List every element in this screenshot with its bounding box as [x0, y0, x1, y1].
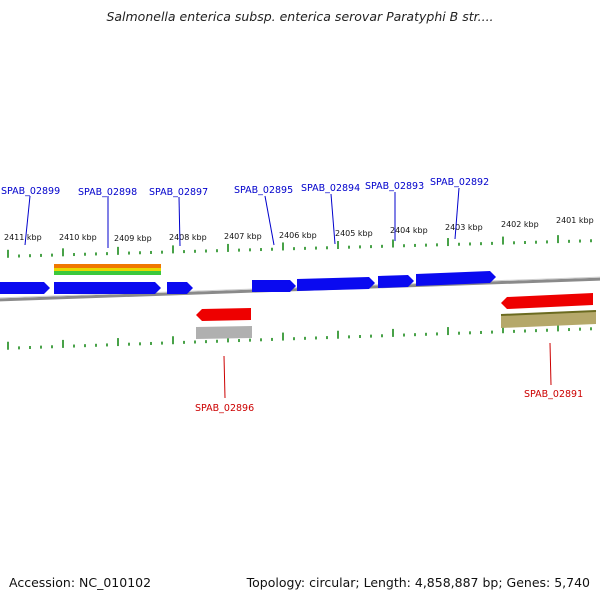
gene-leader-line	[223, 355, 226, 399]
kbp-tick-label: 2403 kbp	[445, 223, 483, 232]
gene-label[interactable]: SPAB_02892	[430, 177, 489, 188]
kbp-tick-label: 2406 kbp	[279, 231, 317, 240]
forward-gene-arrow[interactable]	[54, 282, 161, 294]
kbp-tick-label: 2405 kbp	[335, 229, 373, 238]
kbp-tick-label: 2409 kbp	[114, 234, 152, 243]
gene-label[interactable]: SPAB_02897	[149, 187, 208, 198]
forward-gene-arrow[interactable]	[297, 277, 375, 291]
feature-band-khaki	[501, 311, 596, 328]
gene-label[interactable]: SPAB_02891	[524, 389, 583, 400]
genome-summary: Topology: circular; Length: 4,858,887 bp…	[246, 575, 590, 590]
forward-gene-track	[0, 271, 496, 294]
gene-label[interactable]: SPAB_02895	[234, 185, 293, 196]
forward-gene-labels: SPAB_02899 SPAB_02898 SPAB_02897 SPAB_02…	[1, 177, 489, 248]
gene-label[interactable]: SPAB_02899	[1, 186, 60, 197]
kbp-tick-label: 2401 kbp	[556, 216, 594, 225]
kbp-tick-label: 2404 kbp	[390, 226, 428, 235]
kbp-tick-label: 2411 kbp	[4, 233, 42, 242]
kbp-tick-label: 2408 kbp	[169, 233, 207, 242]
gene-leader-line	[178, 196, 181, 247]
reverse-gene-arrow[interactable]	[501, 293, 593, 309]
kbp-tick-label: 2402 kbp	[501, 220, 539, 229]
gene-label[interactable]: SPAB_02894	[301, 183, 360, 194]
gene-leader-line	[454, 187, 460, 240]
gene-leader-line	[264, 195, 275, 246]
forward-gene-arrow[interactable]	[416, 271, 496, 286]
gene-label[interactable]: SPAB_02898	[78, 187, 137, 198]
gene-leader-line	[24, 195, 31, 246]
feature-band-khaki-edge	[500, 310, 597, 316]
genome-title: Salmonella enterica subsp. enterica sero…	[106, 9, 494, 24]
gene-leader-line	[549, 342, 552, 386]
kbp-tick-label: 2407 kbp	[224, 232, 262, 241]
forward-gene-arrow[interactable]	[0, 282, 50, 294]
feature-band-gray	[196, 326, 252, 339]
forward-gene-arrow[interactable]	[252, 280, 296, 292]
reverse-gene-labels: SPAB_02896 SPAB_02891	[195, 342, 583, 414]
feature-band-yellow	[54, 268, 161, 271]
reverse-gene-track	[196, 293, 593, 321]
forward-gene-arrow[interactable]	[378, 275, 414, 288]
feature-band-green	[54, 271, 161, 275]
reverse-gene-arrow[interactable]	[196, 308, 251, 321]
kbp-tick-label: 2410 kbp	[59, 233, 97, 242]
gene-label[interactable]: SPAB_02896	[195, 403, 254, 414]
lower-tick-track	[7, 323, 592, 350]
gene-label[interactable]: SPAB_02893	[365, 181, 424, 192]
kbp-scale: 2411 kbp 2410 kbp 2409 kbp 2408 kbp 2407…	[4, 216, 594, 243]
gene-leader-line	[330, 193, 336, 245]
feature-band-orange	[54, 264, 161, 268]
upper-tick-track	[7, 235, 592, 258]
forward-gene-arrow[interactable]	[167, 282, 193, 294]
accession-label: Accession: NC_010102	[9, 575, 152, 590]
